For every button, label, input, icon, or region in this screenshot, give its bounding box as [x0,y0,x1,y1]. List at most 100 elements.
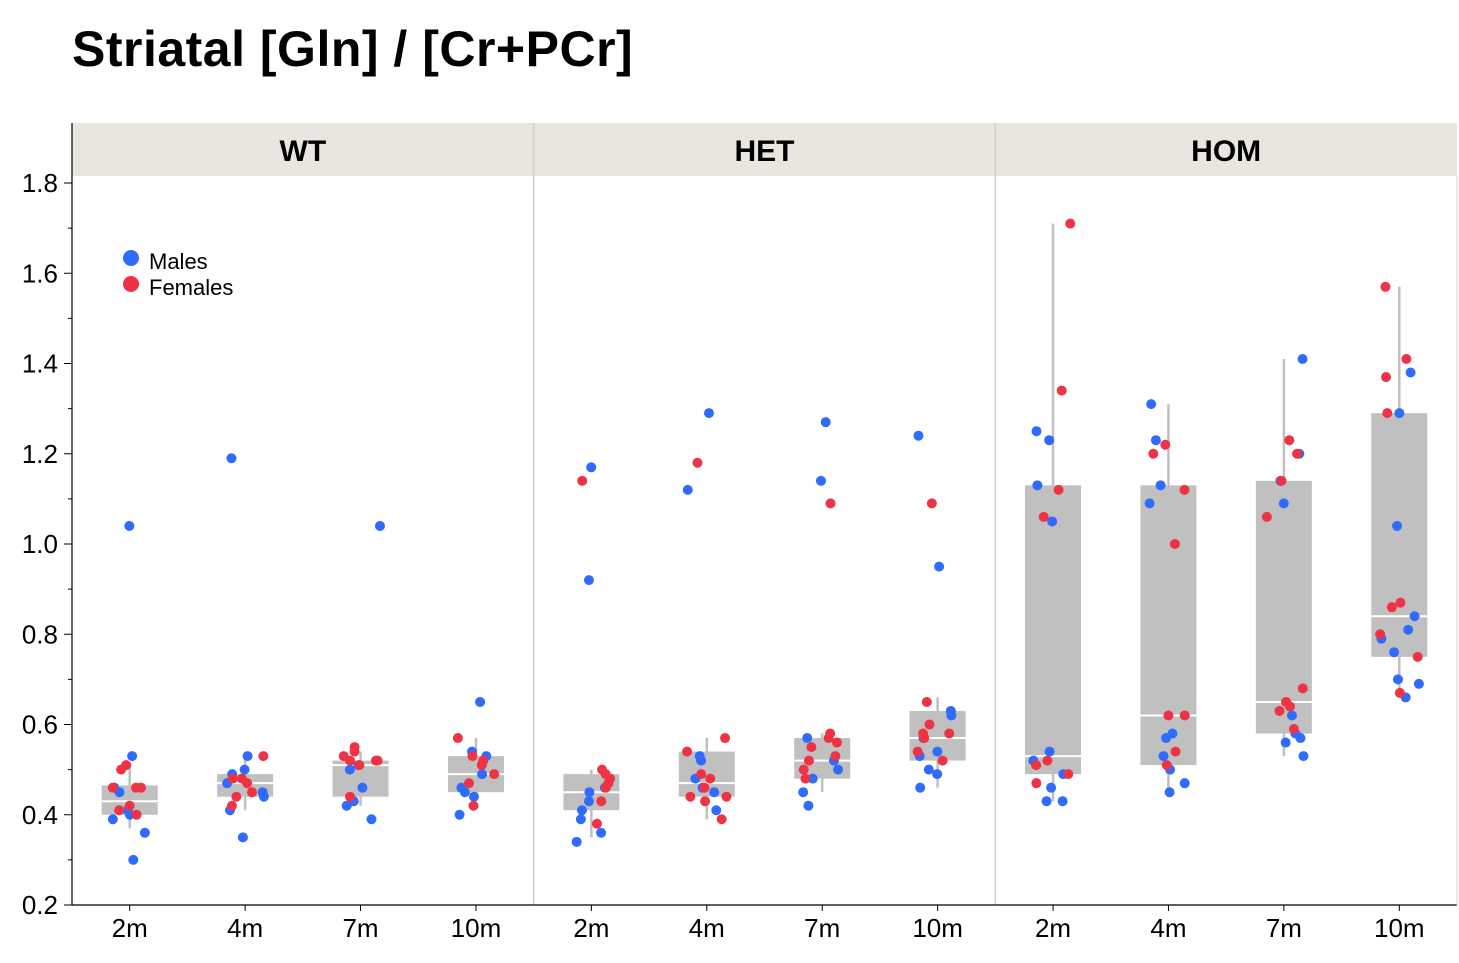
female-point [242,778,253,789]
legend-label-females: Females [149,275,233,300]
female-point [476,760,487,771]
male-point [798,787,809,798]
male-point [709,787,720,798]
female-point [921,696,932,707]
female-point [1382,408,1393,419]
female-point [131,809,142,820]
male-point [1041,796,1052,807]
y-tick-label: 0.6 [22,710,58,740]
male-point [815,475,826,486]
male-point [374,520,385,531]
male-point [366,814,377,825]
male-point [1413,678,1424,689]
male-point [913,430,924,441]
box [1371,413,1428,657]
male-point [820,417,831,428]
female-point [825,498,836,509]
male-point [1405,367,1416,378]
male-point [803,800,814,811]
female-point [468,800,479,811]
male-point [258,791,269,802]
female-point [124,800,135,811]
female-point [1375,629,1386,640]
male-point [107,814,118,825]
female-point [107,782,118,793]
male-point [1179,778,1190,789]
male-point [1158,751,1169,762]
female-point [1053,484,1064,495]
male-point [239,764,250,775]
female-point [1288,724,1299,735]
female-point [830,751,841,762]
panel-label-hom: HOM [1191,135,1261,168]
female-point [467,751,478,762]
male-point [1044,435,1055,446]
y-tick-label: 1.4 [22,349,58,379]
female-point [699,782,710,793]
x-tick-label: 10m [912,913,963,943]
female-point [1179,710,1190,721]
male-point [711,805,722,816]
male-point [802,733,813,744]
female-point [912,746,923,757]
female-point [1394,687,1405,698]
male-point [1394,408,1405,419]
female-point [349,746,360,757]
male-point [932,769,943,780]
male-point [237,832,248,843]
female-point [1381,372,1392,383]
female-point [685,791,696,802]
female-point [452,733,463,744]
female-point [131,782,142,793]
x-tick-label: 10m [451,913,502,943]
female-point [1284,701,1295,712]
female-point [692,457,703,468]
female-point [1284,435,1295,446]
male-point [915,782,926,793]
male-point [1046,782,1057,793]
female-point [1163,710,1174,721]
female-point [1274,705,1285,716]
female-point [1169,539,1180,549]
female-point [1063,769,1074,780]
female-point [721,791,732,802]
female-point [354,760,365,771]
female-point [231,791,242,802]
y-tick-label: 1.0 [22,529,58,559]
legend-marker-females [123,276,139,292]
female-point [1292,448,1303,459]
male-point [454,809,465,820]
x-tick-label: 2m [112,913,148,943]
y-tick-label: 1.6 [22,258,58,288]
female-point [226,800,237,811]
male-point [1047,516,1058,527]
y-tick-label: 0.4 [22,800,58,830]
female-point [463,778,474,789]
male-point [1044,746,1055,757]
x-tick-label: 2m [1035,913,1071,943]
female-point [806,742,817,753]
female-point [682,746,693,757]
female-point [1056,385,1067,396]
female-point [114,805,125,816]
female-point [1297,683,1308,694]
male-point [696,755,707,766]
male-point [1278,498,1289,509]
female-point [1038,511,1049,522]
male-point [128,854,139,865]
male-point [583,575,594,586]
male-point [475,696,486,707]
female-point [1179,484,1190,495]
x-tick-label: 7m [804,913,840,943]
male-point [468,791,479,802]
female-point [1160,439,1171,450]
chart-title: Striatal [Gln] / [Cr+PCr] [72,21,634,77]
male-point [1144,498,1155,509]
male-point [1161,733,1172,744]
male-point [1389,647,1400,658]
female-point [1042,755,1053,766]
box [1025,485,1082,775]
female-point [258,751,269,762]
male-point [807,773,818,784]
male-point [344,764,355,775]
